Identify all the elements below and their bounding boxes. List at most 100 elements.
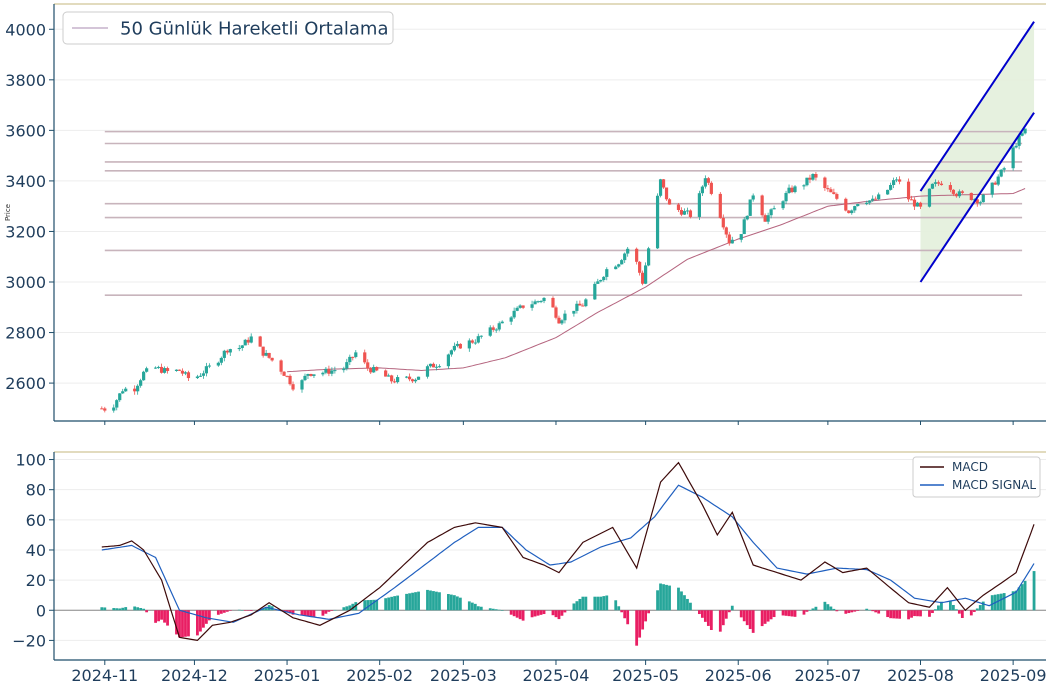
candle-up — [118, 393, 122, 401]
candle-up — [434, 366, 439, 368]
histogram-bar-negative — [175, 610, 178, 635]
candle-up — [886, 189, 890, 195]
candle-up — [572, 310, 576, 314]
candle-up — [802, 185, 806, 187]
histogram-bar-negative — [787, 610, 791, 617]
histogram-bar-negative — [204, 610, 208, 624]
histogram-bar-positive — [1011, 591, 1015, 611]
candle-down — [261, 346, 265, 356]
candle-up — [530, 304, 534, 308]
histogram-bar-negative — [518, 610, 522, 620]
histogram-bar-negative — [530, 610, 534, 618]
candle-up — [1017, 135, 1021, 146]
histogram-bar-positive — [455, 596, 459, 611]
candle-up — [222, 350, 226, 358]
candle-down — [578, 303, 582, 306]
histogram-bar-positive — [1032, 571, 1036, 611]
histogram-bar-negative — [871, 610, 875, 612]
candle-down — [835, 194, 839, 199]
histogram-bar-negative — [327, 610, 331, 612]
candle-down — [390, 375, 394, 382]
candle-up — [324, 368, 328, 373]
candle-up — [793, 186, 797, 193]
candle-up — [497, 323, 501, 330]
histogram-bar-negative — [751, 610, 755, 633]
histogram-bar-negative — [931, 610, 934, 614]
histogram-bar-negative — [196, 610, 199, 636]
macd-signal-line — [101, 484, 1035, 623]
macd-y-tick-label: 40 — [26, 541, 46, 560]
histogram-bar-negative — [739, 610, 743, 618]
candle-down — [909, 199, 914, 201]
candle-up — [183, 372, 188, 374]
histogram-bar-negative — [647, 610, 651, 614]
candle-down — [180, 370, 185, 374]
candle-down — [375, 366, 379, 371]
candle-up — [145, 368, 149, 372]
macd-x-tick-label: 2025-01 — [254, 666, 321, 683]
candle-up — [396, 377, 400, 383]
histogram-bar-negative — [969, 610, 973, 616]
price-y-axis-label: Price — [4, 204, 12, 221]
candle-up — [387, 375, 391, 377]
histogram-bar-positive — [814, 606, 818, 611]
histogram-bar-positive — [476, 606, 480, 611]
candle-up — [730, 239, 734, 244]
histogram-bar-negative — [509, 610, 513, 615]
candle-up — [216, 362, 220, 366]
histogram-bar-negative — [551, 610, 555, 616]
histogram-bar-negative — [560, 610, 564, 616]
price-y-tick-label: 3600 — [5, 121, 46, 140]
candle-down — [709, 182, 713, 194]
candle-down — [103, 408, 107, 411]
histogram-bar-negative — [228, 610, 232, 611]
macd-x-tick-label: 2024-11 — [71, 666, 138, 683]
candle-up — [772, 208, 776, 210]
candle-up — [563, 313, 567, 321]
channel-upper-line — [919, 21, 1035, 192]
histogram-bar-positive — [937, 605, 940, 611]
candle-up — [533, 301, 537, 305]
histogram-bar-positive — [954, 609, 958, 611]
histogram-bar-negative — [706, 610, 710, 626]
candle-down — [918, 202, 923, 207]
candle-up — [121, 391, 125, 394]
histogram-bar-negative — [512, 610, 516, 617]
histogram-bar-positive — [384, 598, 388, 611]
histogram-bar-positive — [868, 609, 872, 611]
histogram-bar-negative — [703, 610, 707, 622]
histogram-bar-positive — [139, 608, 143, 611]
candle-up — [446, 354, 451, 367]
candle-up — [201, 373, 205, 376]
macd-x-tick-label: 2025-05 — [612, 666, 679, 683]
histogram-bar-negative — [641, 610, 645, 630]
macd-line — [101, 461, 1035, 642]
histogram-bar-positive — [605, 595, 609, 611]
histogram-bar-negative — [563, 610, 567, 613]
candle-up — [575, 303, 579, 311]
candle-down — [960, 191, 964, 193]
histogram-bar-negative — [554, 610, 558, 618]
candle-up — [198, 375, 203, 377]
candle-up — [488, 327, 492, 336]
candle-up — [237, 348, 241, 350]
channel-fill — [920, 21, 1035, 282]
histogram-bar-negative — [181, 610, 184, 638]
candle-down — [718, 193, 722, 218]
histogram-bar-negative — [160, 610, 163, 620]
histogram-bar-negative — [201, 610, 205, 628]
histogram-bar-negative — [907, 610, 910, 620]
candle-up — [330, 370, 334, 374]
histogram-bar-positive — [686, 598, 689, 611]
candle-up — [877, 194, 881, 200]
candle-up — [115, 400, 119, 408]
macd-x-tick-label: 2025-09 — [980, 666, 1047, 683]
candle-up — [425, 366, 430, 377]
histogram-bar-negative — [850, 610, 854, 613]
candle-up — [990, 182, 994, 195]
histogram-bar-negative — [300, 610, 304, 616]
histogram-bar-positive — [978, 605, 982, 611]
candle-down — [291, 384, 295, 390]
histogram-bar-negative — [303, 610, 307, 616]
